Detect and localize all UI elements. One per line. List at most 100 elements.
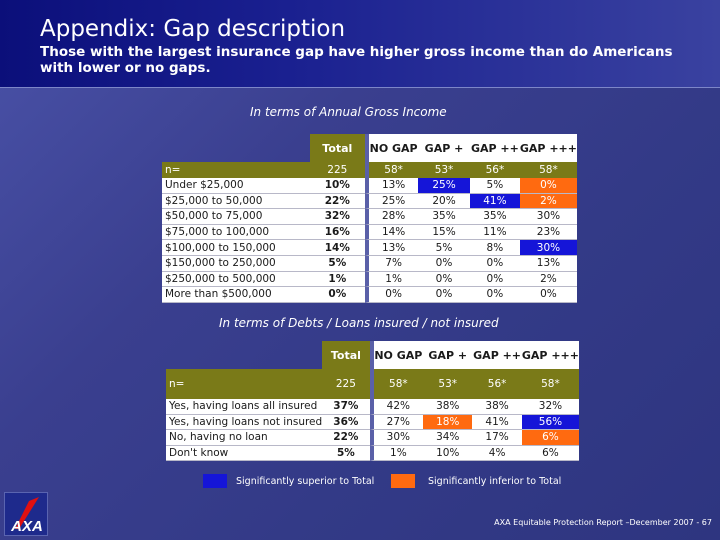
legend-superior-label: Significantly superior to Total bbox=[236, 476, 375, 487]
table-row: $250,000 to 500,000 1% 1% 0% 0% 2% bbox=[162, 271, 577, 288]
table2-header-row: Total NO GAP GAP + GAP ++ GAP +++ bbox=[166, 341, 579, 369]
gap-cell: 6% bbox=[521, 430, 579, 446]
axa-logo-icon: AXA bbox=[4, 492, 48, 536]
gap-cell: 14% bbox=[365, 224, 419, 241]
total-cell: 32% bbox=[309, 209, 366, 225]
row-label: $250,000 to 500,000 bbox=[162, 271, 310, 288]
row-label: More than $500,000 bbox=[162, 287, 310, 303]
header-band bbox=[0, 0, 720, 88]
gap-cell: 28% bbox=[365, 209, 419, 225]
n-value: 53* bbox=[423, 369, 473, 399]
table-row: No, having no loan 22% 30% 34% 17% 6% bbox=[166, 430, 579, 446]
table2-col-gap1: GAP + bbox=[423, 341, 473, 369]
gap-cell: 0% bbox=[469, 255, 520, 272]
table1-caption: In terms of Annual Gross Income bbox=[250, 105, 447, 119]
gap-cell: 13% bbox=[519, 255, 577, 272]
gap-cell: 0% bbox=[418, 255, 470, 272]
table2-col-gap2: GAP ++ bbox=[472, 341, 522, 369]
gap-cell: 0% bbox=[519, 287, 577, 303]
total-cell: 14% bbox=[309, 240, 366, 256]
gap-cell: 30% bbox=[519, 240, 577, 256]
table1-header-row: Total NO GAP GAP + GAP ++ GAP +++ bbox=[162, 134, 577, 162]
legend-superior-swatch bbox=[203, 474, 227, 488]
gap-cell: 23% bbox=[519, 224, 577, 241]
total-cell: 1% bbox=[309, 271, 366, 288]
table-row: $100,000 to 150,000 14% 13% 5% 8% 30% bbox=[162, 240, 577, 256]
loans-table: Total NO GAP GAP + GAP ++ GAP +++ n= 225 5… bbox=[166, 341, 579, 461]
footer-note: AXA Equitable Protection Report –Decembe… bbox=[494, 518, 712, 527]
row-label: $150,000 to 250,000 bbox=[162, 255, 310, 272]
row-label: $75,000 to 100,000 bbox=[162, 224, 310, 241]
gap-cell: 11% bbox=[469, 224, 520, 241]
gap-cell: 0% bbox=[469, 271, 520, 288]
gap-cell: 56% bbox=[521, 414, 579, 430]
gap-cell: 0% bbox=[418, 271, 470, 288]
table-row: Under $25,000 10% 13% 25% 5% 0% bbox=[162, 178, 577, 194]
gap-cell: 25% bbox=[418, 178, 470, 194]
gap-cell: 1% bbox=[369, 445, 424, 461]
gap-cell: 8% bbox=[469, 240, 520, 256]
gap-cell: 41% bbox=[469, 193, 520, 210]
gap-cell: 34% bbox=[423, 430, 473, 446]
gap-cell: 38% bbox=[423, 399, 473, 415]
row-label: No, having no loan bbox=[166, 430, 323, 446]
gap-cell: 30% bbox=[369, 430, 424, 446]
row-label: $25,000 to 50,000 bbox=[162, 193, 310, 210]
table-row: Don't know 5% 1% 10% 4% 6% bbox=[166, 445, 579, 461]
table1-col-no-gap: NO GAP bbox=[365, 134, 419, 162]
row-label: Don't know bbox=[166, 445, 323, 461]
page-title: Appendix: Gap description bbox=[40, 16, 346, 42]
table1-col-gap3: GAP +++ bbox=[519, 134, 577, 162]
gap-cell: 0% bbox=[365, 287, 419, 303]
table-row: More than $500,000 0% 0% 0% 0% 0% bbox=[162, 287, 577, 303]
table-row: $50,000 to 75,000 32% 28% 35% 35% 30% bbox=[162, 209, 577, 225]
legend-inferior-label: Significantly inferior to Total bbox=[428, 476, 562, 487]
n-value: 58* bbox=[369, 369, 424, 399]
table-row: $25,000 to 50,000 22% 25% 20% 41% 2% bbox=[162, 193, 577, 210]
row-label: Under $25,000 bbox=[162, 178, 310, 194]
row-label: $50,000 to 75,000 bbox=[162, 209, 310, 225]
n-value: 58* bbox=[521, 369, 579, 399]
gap-cell: 2% bbox=[519, 193, 577, 210]
gap-cell: 4% bbox=[472, 445, 522, 461]
table2-caption: In terms of Debts / Loans insured / not … bbox=[219, 316, 499, 330]
n-value: 56* bbox=[472, 369, 522, 399]
gap-cell: 35% bbox=[469, 209, 520, 225]
total-cell: 10% bbox=[309, 178, 366, 194]
n-value: 58* bbox=[519, 162, 577, 178]
gap-cell: 0% bbox=[469, 287, 520, 303]
total-cell: 5% bbox=[322, 445, 370, 461]
table2-col-total: Total bbox=[322, 341, 370, 369]
gap-cell: 5% bbox=[418, 240, 470, 256]
n-value: 225 bbox=[309, 162, 366, 178]
total-cell: 36% bbox=[322, 414, 370, 430]
table1-n-row: n= 225 58* 53* 56* 58* bbox=[162, 162, 577, 178]
n-label: n= bbox=[166, 369, 323, 399]
legend-inferior-swatch bbox=[391, 474, 415, 488]
total-cell: 22% bbox=[309, 193, 366, 210]
gap-cell: 2% bbox=[519, 271, 577, 288]
svg-text:AXA: AXA bbox=[10, 518, 43, 535]
n-value: 58* bbox=[365, 162, 419, 178]
table-row: Yes, having loans all insured 37% 42% 38% 38… bbox=[166, 399, 579, 415]
gap-cell: 30% bbox=[519, 209, 577, 225]
table2-col-no-gap: NO GAP bbox=[369, 341, 424, 369]
gap-cell: 0% bbox=[519, 178, 577, 194]
gap-cell: 18% bbox=[423, 414, 473, 430]
page-subtitle: Those with the largest insurance gap hav… bbox=[40, 44, 673, 76]
row-label: Yes, having loans not insured bbox=[166, 414, 323, 430]
total-cell: 22% bbox=[322, 430, 370, 446]
gap-cell: 17% bbox=[472, 430, 522, 446]
table1-col-gap2: GAP ++ bbox=[469, 134, 520, 162]
table1-col-total: Total bbox=[309, 134, 366, 162]
gap-cell: 15% bbox=[418, 224, 470, 241]
n-value: 53* bbox=[418, 162, 470, 178]
table-row: $150,000 to 250,000 5% 7% 0% 0% 13% bbox=[162, 255, 577, 272]
income-table: Total NO GAP GAP + GAP ++ GAP +++ n= 225 5… bbox=[162, 134, 577, 303]
gap-cell: 0% bbox=[418, 287, 470, 303]
gap-cell: 42% bbox=[369, 399, 424, 415]
total-cell: 0% bbox=[309, 287, 366, 303]
gap-cell: 6% bbox=[521, 445, 579, 461]
gap-cell: 10% bbox=[423, 445, 473, 461]
gap-cell: 7% bbox=[365, 255, 419, 272]
